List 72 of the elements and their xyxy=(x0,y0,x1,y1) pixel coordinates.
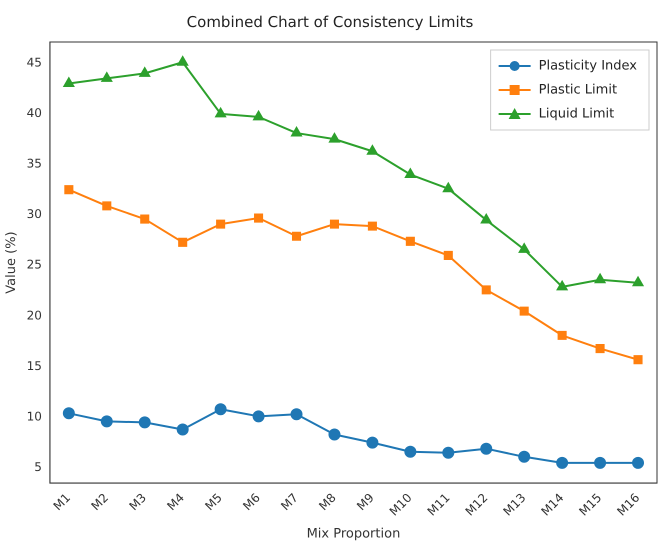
point xyxy=(556,280,568,290)
point xyxy=(329,133,340,143)
x-tick-label: M9 xyxy=(354,490,377,514)
point xyxy=(330,220,339,229)
x-axis-title: Mix Proportion xyxy=(306,526,400,542)
y-axis-title: Value (%) xyxy=(4,231,20,294)
point xyxy=(594,456,606,469)
point xyxy=(632,456,644,469)
point xyxy=(406,236,415,246)
chart-title: Combined Chart of Consistency Limits xyxy=(186,12,474,31)
y-tick-label: 15 xyxy=(26,358,42,373)
point xyxy=(290,408,303,420)
point xyxy=(442,182,454,192)
point xyxy=(558,330,567,340)
point xyxy=(215,108,226,118)
point xyxy=(254,214,264,223)
point xyxy=(140,214,150,224)
point xyxy=(633,355,643,364)
point xyxy=(480,442,492,455)
y-tick-label: 30 xyxy=(26,207,42,222)
x-tick-label: M4 xyxy=(164,490,188,514)
y-tick-label: 45 xyxy=(26,55,42,70)
point xyxy=(556,456,568,469)
legend-label: Plastic Limit xyxy=(538,82,618,98)
x-tick-label: M3 xyxy=(126,490,150,514)
x-tick-label: M1 xyxy=(50,490,74,514)
point xyxy=(138,416,151,428)
point xyxy=(252,410,265,422)
point xyxy=(216,220,226,229)
legend-label: Plasticity Index xyxy=(538,58,638,74)
point xyxy=(596,344,605,354)
point xyxy=(178,238,188,247)
point xyxy=(102,201,112,210)
point xyxy=(518,450,530,463)
y-tick-label: 40 xyxy=(26,106,42,120)
point xyxy=(405,168,416,178)
point xyxy=(177,56,188,66)
point xyxy=(480,214,492,224)
y-tick-label: 10 xyxy=(26,409,42,424)
point xyxy=(176,423,189,436)
point xyxy=(139,67,150,77)
point xyxy=(368,222,377,231)
point xyxy=(367,145,378,155)
point xyxy=(518,243,530,253)
point xyxy=(404,446,416,458)
y-tick-label: 20 xyxy=(26,308,42,322)
x-tick-label: M2 xyxy=(88,490,112,514)
point xyxy=(482,285,491,294)
y-tick-label: 5 xyxy=(34,460,42,474)
point xyxy=(214,403,227,416)
point xyxy=(632,276,644,286)
point xyxy=(442,446,454,459)
point xyxy=(101,72,112,82)
point xyxy=(64,77,74,87)
x-tick-label: M6 xyxy=(240,490,263,514)
point xyxy=(520,306,529,316)
point xyxy=(253,110,264,120)
point xyxy=(366,436,378,449)
point xyxy=(291,127,302,137)
y-tick-label: 35 xyxy=(26,156,42,171)
x-tick-label: M8 xyxy=(316,490,339,514)
point xyxy=(292,232,302,241)
x-tick-label: M5 xyxy=(202,490,225,514)
legend-label: Liquid Limit xyxy=(538,106,614,122)
y-tick-label: 25 xyxy=(26,258,42,272)
x-tick-label: M7 xyxy=(278,490,301,514)
point xyxy=(444,250,453,260)
point xyxy=(594,274,606,284)
point xyxy=(328,428,340,441)
point xyxy=(64,185,74,194)
point xyxy=(62,407,75,420)
point xyxy=(100,415,113,428)
